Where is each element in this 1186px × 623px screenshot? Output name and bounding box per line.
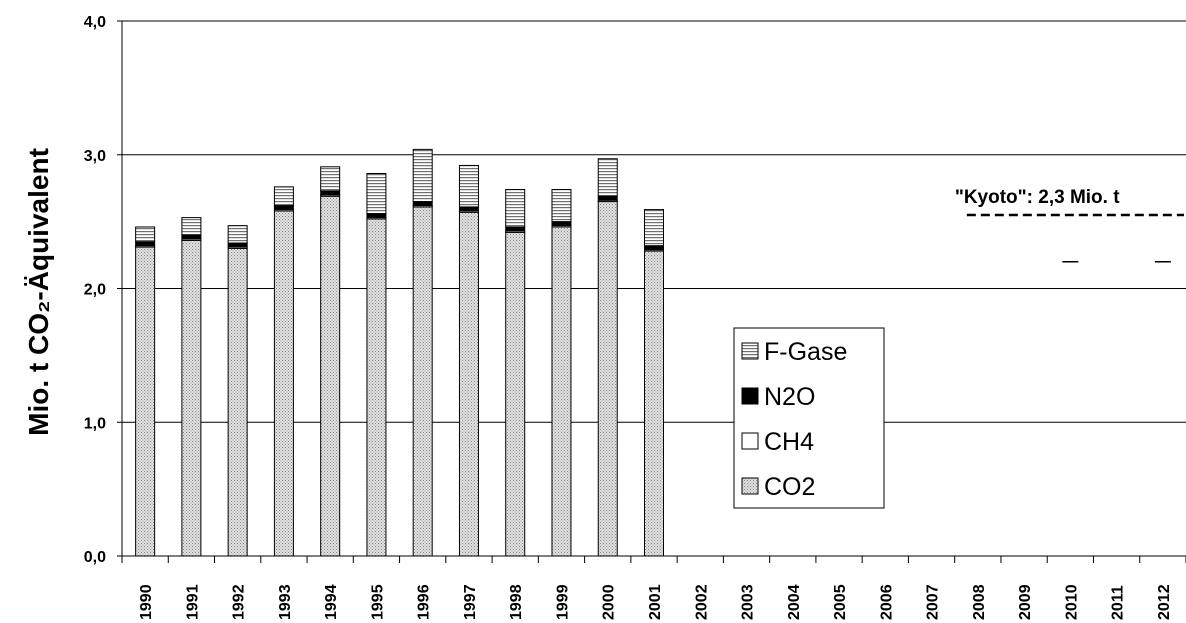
bar-n2o-1995 <box>366 213 387 219</box>
bar-co2-1993 <box>273 210 294 557</box>
x-tick-label: 2008 <box>971 584 988 620</box>
bar-f-gase-1995 <box>366 172 387 215</box>
y-tick-labels: 0,0 1,0 2,0 3,0 4,0 <box>84 14 106 566</box>
x-tick-label: 2009 <box>1017 584 1034 620</box>
bar-n2o-2001 <box>644 245 664 251</box>
x-tick-label: 2000 <box>601 584 618 620</box>
x-tick-label: 1995 <box>369 584 386 620</box>
legend-swatch-co2 <box>741 477 759 495</box>
x-tick-label: 2005 <box>832 584 849 620</box>
x-tick-labels: 1990 1991 1992 1993 1994 1995 1996 1997 1998 1999… <box>138 584 1173 620</box>
legend-swatch-f-gase <box>741 342 759 360</box>
legend-label-co2: CO2 <box>764 473 815 501</box>
x-tick-label: 2003 <box>740 584 757 620</box>
legend-label-ch4: CH4 <box>764 428 814 456</box>
bar-co2-1990 <box>135 246 156 557</box>
kyoto-annotation: "Kyoto": 2,3 Mio. t <box>955 187 1184 263</box>
legend-swatch-ch4 <box>741 432 759 450</box>
bar-f-gase-1992 <box>227 225 248 244</box>
x-tick-label: 1998 <box>508 584 525 620</box>
bar-co2-1996 <box>412 206 433 557</box>
bar-n2o-1997 <box>458 206 479 212</box>
y-tick-label: 3,0 <box>84 148 106 165</box>
bar-f-gase-2000 <box>597 158 618 197</box>
kyoto-label: "Kyoto": 2,3 Mio. t <box>955 187 1120 208</box>
y-tick-label: 2,0 <box>84 282 106 299</box>
bars <box>135 148 664 557</box>
bar-n2o-2000 <box>597 195 618 201</box>
bar-co2-1994 <box>320 195 341 557</box>
bar-co2-1995 <box>366 218 387 557</box>
y-tick-label: 0,0 <box>84 549 106 566</box>
x-tick-label: 1997 <box>462 584 479 620</box>
bar-f-gase-1999 <box>551 189 572 223</box>
x-tick-label: 2011 <box>1110 585 1127 620</box>
x-tick-label: 1991 <box>184 584 201 620</box>
x-tick-label: 1996 <box>416 584 433 620</box>
bar-n2o-1992 <box>227 242 248 248</box>
bar-co2-1999 <box>551 226 572 557</box>
legend-label-n2o: N2O <box>764 383 815 411</box>
bar-n2o-1996 <box>412 201 433 207</box>
bar-n2o-1991 <box>181 234 202 240</box>
legend: F-Gase N2O CH4 CO2 <box>733 327 885 509</box>
x-tick-label: 1993 <box>277 584 294 620</box>
legend-swatch-n2o <box>741 387 759 405</box>
bar-f-gase-1990 <box>135 226 156 243</box>
x-tick-label: 2004 <box>786 584 803 620</box>
x-tick-label: 2007 <box>925 584 942 620</box>
axes <box>117 20 1186 563</box>
x-tick-label: 1990 <box>138 584 155 620</box>
bar-co2-1997 <box>458 211 479 557</box>
y-tick-label: 1,0 <box>84 415 106 432</box>
y-axis-label: Mio. t CO₂-Äquivalent <box>23 148 54 436</box>
legend-label-f-gase: F-Gase <box>764 338 847 366</box>
bar-n2o-1994 <box>320 190 341 196</box>
bar-n2o-1999 <box>551 221 572 227</box>
bar-n2o-1993 <box>273 205 294 211</box>
bar-co2-2000 <box>597 201 618 557</box>
bar-f-gase-2001 <box>644 209 664 247</box>
legend-box <box>733 327 885 509</box>
bar-f-gase-1994 <box>320 166 341 192</box>
x-tick-label: 2006 <box>878 584 895 620</box>
x-tick-label: 1994 <box>323 584 340 620</box>
x-tick-label: 2001 <box>647 584 664 620</box>
bar-f-gase-1991 <box>181 217 202 236</box>
bar-co2-1991 <box>181 239 202 557</box>
bar-n2o-1998 <box>505 226 526 232</box>
bar-co2-1998 <box>505 231 526 557</box>
bar-co2-1992 <box>227 247 248 557</box>
x-tick-label: 2002 <box>693 584 710 620</box>
bar-f-gase-1993 <box>273 186 294 207</box>
bar-n2o-1990 <box>135 241 156 247</box>
x-tick-label: 1992 <box>231 584 248 620</box>
x-tick-label: 2010 <box>1063 584 1080 620</box>
x-tick-label: 1999 <box>554 584 571 620</box>
x-tick-label: 2012 <box>1156 584 1173 620</box>
bar-f-gase-1997 <box>458 164 479 208</box>
bar-f-gase-1998 <box>505 189 526 228</box>
y-tick-label: 4,0 <box>84 14 106 31</box>
bar-co2-2001 <box>644 250 664 557</box>
bar-f-gase-1996 <box>412 148 433 203</box>
